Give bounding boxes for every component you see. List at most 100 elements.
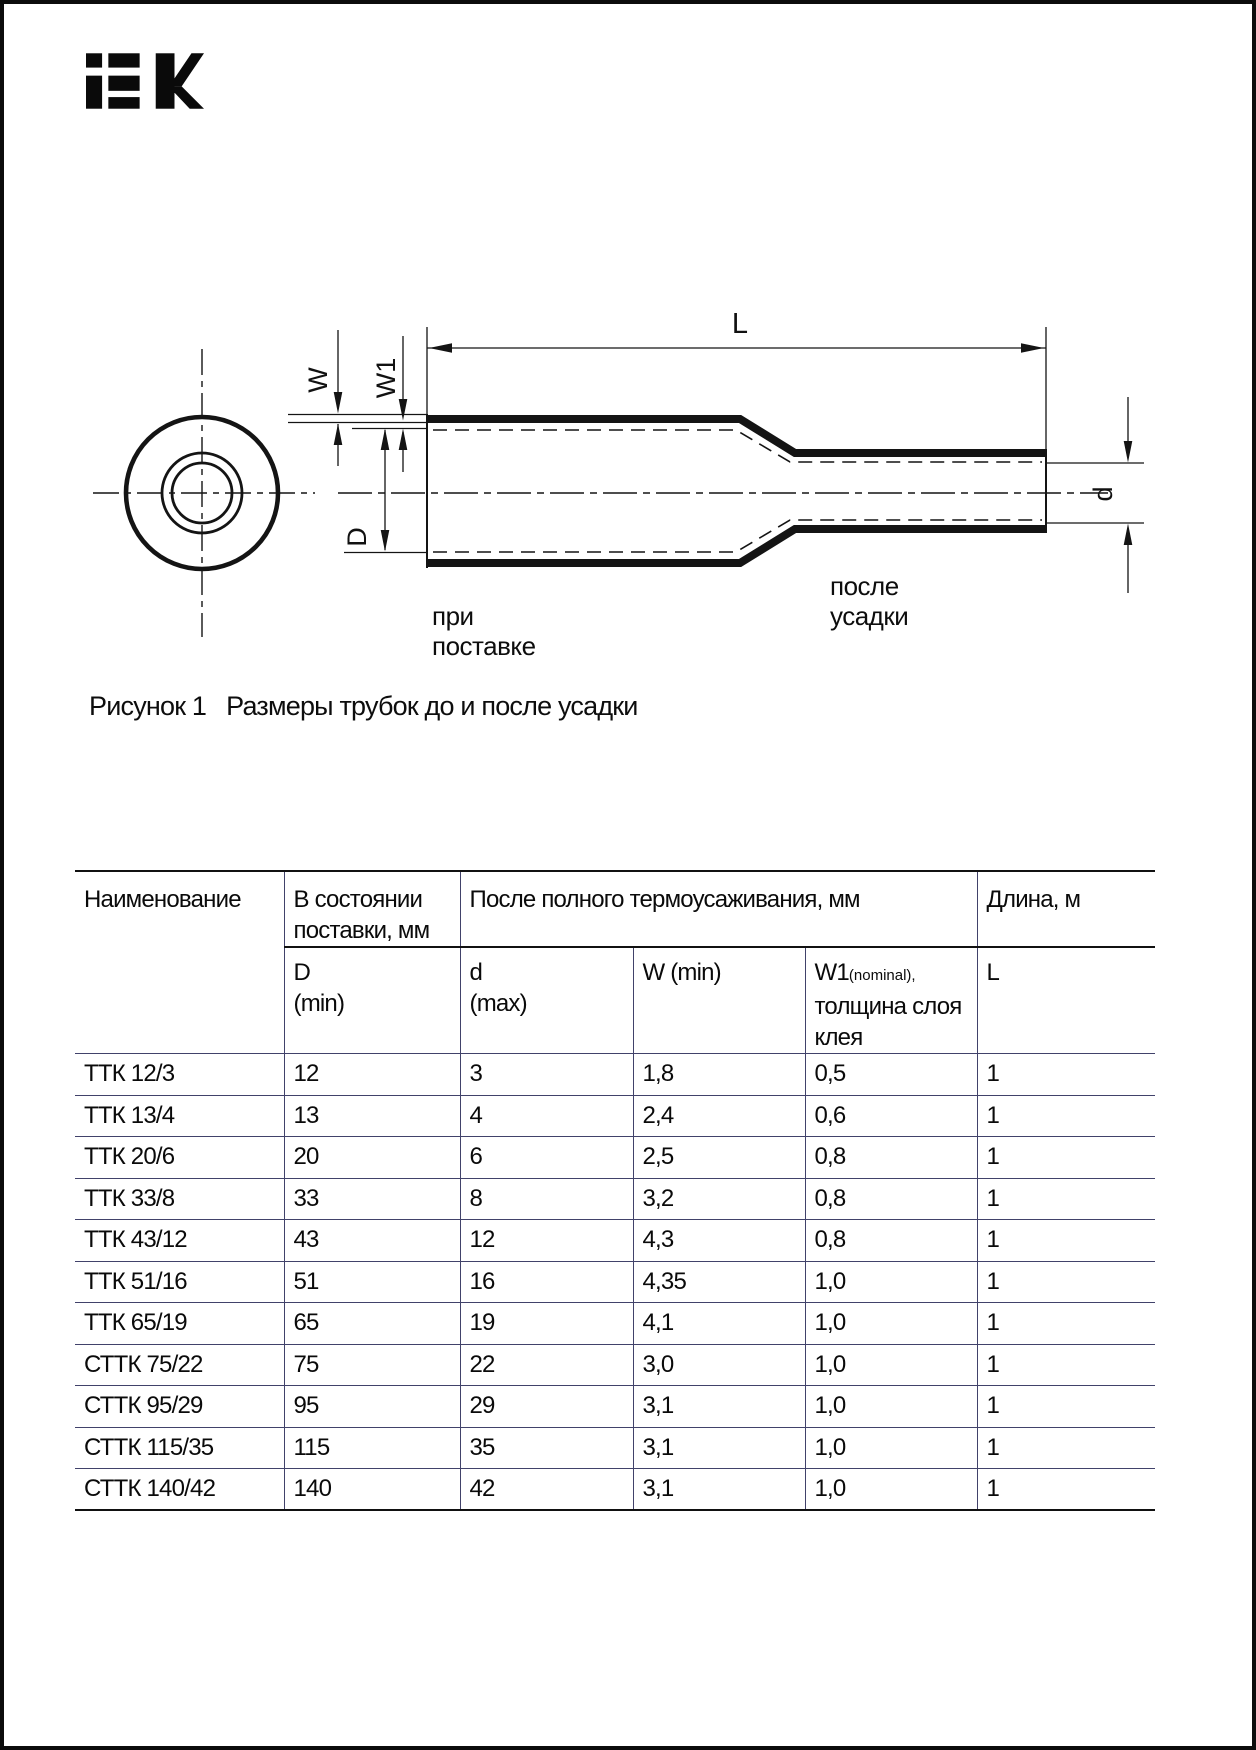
cell-d_max: 3 [460,1053,634,1096]
iek-logo [86,53,204,109]
cell-d_max: 29 [460,1385,634,1428]
cell-d_max: 19 [460,1302,634,1345]
cell-w1: 0,8 [805,1178,978,1220]
header-name: Наименование [75,871,285,1054]
tube-front-view [93,349,315,637]
header-L: L [977,947,1156,1054]
w1-arrow-down [398,399,408,421]
cell-l: 1 [986,1475,1000,1502]
label-after-shrink-line1: после [830,571,899,601]
dimension-d [1046,397,1144,593]
cell-w_min: 4,35 [633,1261,806,1303]
header-W1-line1: W1(nominal), [815,957,971,991]
cell-name: СТТК 95/29 [75,1385,285,1428]
label-after-shrink: после усадки [830,571,909,631]
hidden-inner-top [433,429,1042,463]
table-row: СТТК 140/42 140 42 3,1 1,0 1 [75,1468,1155,1510]
cell-d_max: 16 [460,1261,634,1303]
l-arrow-left [429,343,452,353]
cell-d_min: 13 [284,1095,461,1137]
cell-l: 1 [977,1344,1156,1386]
logo-k-upper-arm [174,53,204,87]
cell-name: ТТК 65/19 [75,1302,285,1345]
tube-side-view [338,414,1108,568]
header-length: Длина, м [977,871,1156,948]
cell-w_min: 3,1 [633,1468,806,1510]
cell-d_min: 12 [284,1053,461,1096]
cell-w_min: 2,4 [633,1095,806,1137]
cell-w1: 1,0 [805,1385,978,1428]
header-delivery-line2: поставки, мм [293,917,431,944]
d-small-arrow-down [1123,441,1133,463]
cell-name: СТТК 140/42 [75,1468,285,1510]
header-D-qualifier: (min) [293,990,345,1017]
label-at-delivery: при поставке [432,601,536,661]
cell-w_min: 3,0 [633,1344,806,1386]
cell-d_min: 33 [284,1178,461,1220]
cell-w1: 0,5 [805,1053,978,1096]
cell-d_min: 140 [284,1468,461,1510]
cell-name: СТТК 115/35 [75,1427,285,1469]
cell-l: 1 [977,1302,1156,1345]
cell-w_min: 1,8 [633,1053,806,1096]
cell-name: ТТК 13/4 [75,1095,285,1137]
table-row: ТТК 43/12 43 12 4,3 0,8 1 [75,1219,1156,1262]
figure-1-drawing: L W W1 D d [93,308,1144,637]
figure-caption-number: Рисунок 1 [89,691,207,721]
table-row: СТТК 95/29 95 29 3,1 1,0 1 [75,1385,1156,1428]
dimensions-table: Наименование В состоянии поставки, мм По… [75,870,1156,1511]
logo-k-lower-arm [174,86,204,109]
cell-d_max: 22 [460,1344,634,1386]
cell-l: 1 [977,1053,1156,1096]
header-d-symbol: d [469,959,483,986]
table-header-row-1: Наименование В состоянии поставки, мм По… [75,871,1156,1054]
cell-name: СТТК 75/22 [75,1344,285,1386]
cell-w1: 0,8 [805,1219,978,1262]
cell-w_min: 3,2 [633,1178,806,1220]
cell-name: ТТК 20/6 [75,1136,285,1179]
d-small-arrow-up [1123,523,1133,545]
dimension-L [426,327,1047,449]
cell-w1: 1,0 [805,1302,978,1345]
cell-w1: 0,6 [805,1095,978,1137]
cell-l: 1 [977,1427,1156,1469]
w1-arrow-up [398,428,408,450]
l-arrow-right [1021,343,1044,353]
header-d-qualifier: (max) [469,990,528,1017]
table-row: СТТК 115/35 115 35 3,1 1,0 1 [75,1427,1156,1469]
logo-k-stem [155,53,175,109]
logo-e-mid-bar [108,75,140,91]
dim-label-L: L [732,308,748,340]
header-W1: W1(nominal), толщина слоя клея [805,947,978,1054]
cell-d_max: 42 [460,1468,634,1510]
table-header-row-2: D (min) d (max) W (min) W1(nominal), тол… [75,947,1156,1054]
cell-d_min: 43 [284,1219,461,1262]
table-row: ТТК 65/19 65 19 4,1 1,0 1 [75,1302,1156,1345]
logo-i-dot [86,53,103,68]
figure-caption: Рисунок 1 Размеры трубок до и после усадк… [89,691,638,722]
header-W1-note: (nominal), [848,967,916,984]
cell-name: ТТК 51/16 [75,1261,285,1303]
tube-top-wall [427,415,1046,457]
d-big-arrow-up [380,428,390,450]
hidden-inner-bottom [433,519,1042,553]
header-W-min: W (min) [633,947,806,1054]
dimension-W1 [352,336,427,472]
cell-w1: 0,8 [805,1136,978,1179]
d-big-arrow-down [380,530,390,552]
cell-w_min: 2,5 [633,1136,806,1179]
cell-d_max: 35 [460,1427,634,1469]
cell-l: 1 [977,1136,1156,1179]
w-arrow-up [333,423,343,445]
header-delivery-state: В состоянии поставки, мм [284,871,461,948]
cell-d_min: 75 [284,1344,461,1386]
label-after-shrink-line2: усадки [830,601,909,631]
header-delivery-line1: В состоянии [293,886,423,913]
cell-w_min: 3,1 [633,1427,806,1469]
cell-name: ТТК 12/3 [75,1053,285,1096]
header-d-max: d (max) [460,947,634,1054]
dimension-D [344,428,427,554]
cell-d_max: 4 [460,1095,634,1137]
table-row: ТТК 12/3 12 3 1,8 0,5 1 [75,1053,1156,1096]
cell-d_max: 12 [460,1219,634,1262]
